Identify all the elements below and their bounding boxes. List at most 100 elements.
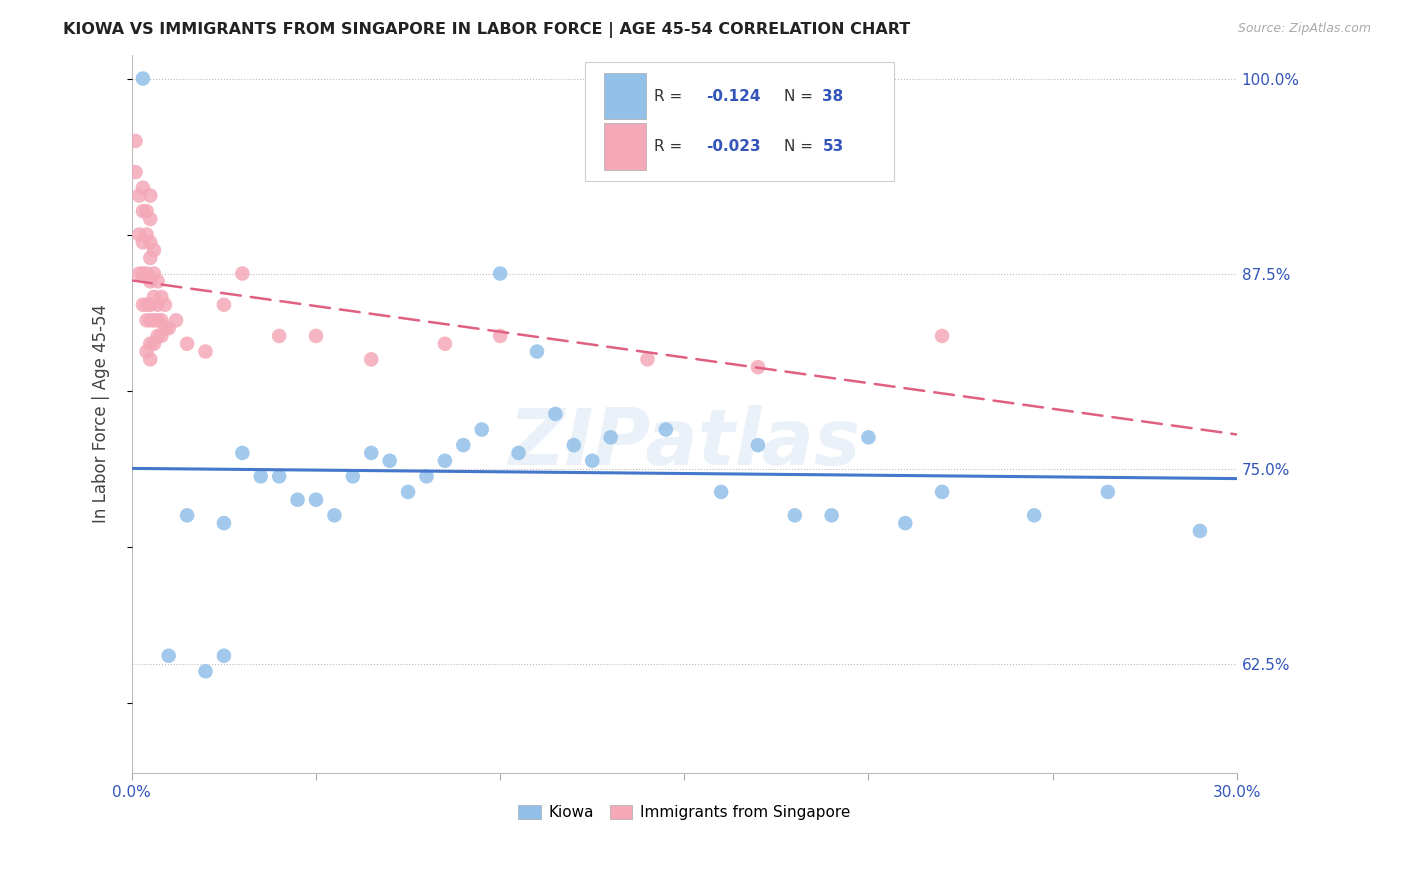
Text: N =: N =	[783, 139, 818, 153]
Point	[135, 204, 157, 219]
Point	[165, 313, 187, 327]
Text: R =: R =	[654, 88, 688, 103]
Point	[142, 243, 165, 257]
Point	[342, 469, 364, 483]
Point	[544, 407, 567, 421]
Point	[471, 423, 494, 437]
Point	[194, 344, 217, 359]
Point	[150, 290, 173, 304]
Text: -0.124: -0.124	[706, 88, 761, 103]
Point	[1188, 524, 1211, 538]
Text: 38: 38	[823, 88, 844, 103]
Point	[931, 329, 953, 343]
Point	[820, 508, 842, 523]
Text: KIOWA VS IMMIGRANTS FROM SINGAPORE IN LABOR FORCE | AGE 45-54 CORRELATION CHART: KIOWA VS IMMIGRANTS FROM SINGAPORE IN LA…	[63, 22, 911, 38]
Point	[135, 267, 157, 281]
Text: N =: N =	[783, 88, 818, 103]
Point	[176, 336, 198, 351]
Text: ZIPatlas: ZIPatlas	[508, 405, 860, 481]
Text: -0.023: -0.023	[706, 139, 761, 153]
Point	[360, 352, 382, 367]
Bar	[603, 73, 645, 120]
Point	[139, 298, 162, 312]
Point	[132, 298, 155, 312]
Point	[323, 508, 346, 523]
Point	[176, 508, 198, 523]
Point	[132, 235, 155, 250]
Point	[212, 516, 235, 530]
Point	[415, 469, 437, 483]
Point	[269, 329, 291, 343]
Point	[858, 430, 880, 444]
Point	[142, 290, 165, 304]
Point	[128, 267, 150, 281]
Point	[453, 438, 475, 452]
Point	[128, 227, 150, 242]
Point	[655, 423, 678, 437]
Text: R =: R =	[654, 139, 688, 153]
Point	[146, 313, 169, 327]
Point	[783, 508, 806, 523]
Point	[135, 344, 157, 359]
Point	[153, 321, 176, 335]
Point	[1024, 508, 1046, 523]
Point	[305, 492, 328, 507]
Point	[269, 469, 291, 483]
Point	[150, 329, 173, 343]
Point	[747, 438, 769, 452]
Point	[231, 446, 253, 460]
Point	[124, 134, 146, 148]
Point	[139, 352, 162, 367]
Point	[287, 492, 309, 507]
Point	[132, 71, 155, 86]
Point	[710, 485, 733, 500]
Point	[489, 329, 512, 343]
Point	[526, 344, 548, 359]
Point	[157, 648, 180, 663]
Point	[135, 313, 157, 327]
Point	[139, 235, 162, 250]
Point	[305, 329, 328, 343]
Point	[146, 329, 169, 343]
Point	[1097, 485, 1119, 500]
Point	[132, 204, 155, 219]
Point	[894, 516, 917, 530]
Point	[396, 485, 419, 500]
Point	[212, 298, 235, 312]
Point	[139, 313, 162, 327]
Point	[146, 298, 169, 312]
Point	[931, 485, 953, 500]
Point	[139, 336, 162, 351]
Point	[508, 446, 530, 460]
Point	[157, 321, 180, 335]
Point	[128, 188, 150, 202]
Point	[139, 188, 162, 202]
Point	[132, 267, 155, 281]
Bar	[603, 123, 645, 169]
Text: 53: 53	[823, 139, 844, 153]
Point	[433, 454, 456, 468]
Point	[599, 430, 621, 444]
Point	[135, 227, 157, 242]
Point	[135, 298, 157, 312]
Point	[433, 336, 456, 351]
Y-axis label: In Labor Force | Age 45-54: In Labor Force | Age 45-54	[93, 304, 110, 524]
Point	[581, 454, 603, 468]
Point	[150, 313, 173, 327]
Point	[142, 267, 165, 281]
Point	[124, 165, 146, 179]
Text: Source: ZipAtlas.com: Source: ZipAtlas.com	[1237, 22, 1371, 36]
Point	[153, 298, 176, 312]
Point	[562, 438, 585, 452]
Point	[146, 274, 169, 288]
Point	[212, 648, 235, 663]
Legend: Kiowa, Immigrants from Singapore: Kiowa, Immigrants from Singapore	[512, 799, 856, 826]
Point	[378, 454, 401, 468]
Point	[637, 352, 659, 367]
FancyBboxPatch shape	[585, 62, 894, 181]
Point	[139, 251, 162, 265]
Point	[142, 336, 165, 351]
Point	[489, 267, 512, 281]
Point	[139, 211, 162, 226]
Point	[142, 313, 165, 327]
